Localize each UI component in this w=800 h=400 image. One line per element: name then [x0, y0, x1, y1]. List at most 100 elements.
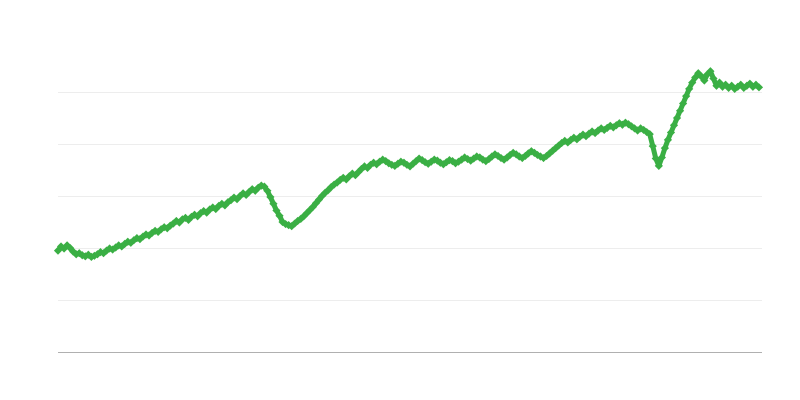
data-point — [688, 78, 697, 87]
data-point — [551, 144, 560, 153]
data-point — [675, 106, 685, 115]
data-point — [694, 69, 703, 78]
data-point — [536, 152, 545, 161]
data-point — [475, 153, 484, 162]
data-point — [469, 154, 478, 163]
data-point — [415, 154, 424, 163]
data-point — [457, 155, 466, 164]
data-point — [117, 242, 126, 251]
data-point — [254, 183, 263, 192]
data-point — [563, 138, 572, 147]
data-point — [669, 121, 679, 130]
data-point — [381, 157, 390, 166]
data-point — [657, 153, 666, 162]
data-point — [654, 161, 663, 170]
data-point — [603, 123, 612, 132]
data-point — [320, 188, 330, 197]
data-point — [503, 153, 512, 162]
data-point — [515, 152, 524, 161]
data-point — [651, 154, 660, 163]
data-point — [84, 250, 93, 259]
data-point — [645, 130, 654, 139]
data-point — [299, 212, 308, 221]
data-point — [402, 160, 412, 169]
data-point — [305, 205, 314, 215]
data-point — [339, 173, 348, 182]
data-point — [427, 157, 436, 166]
data-point — [639, 125, 648, 135]
data-point — [478, 155, 487, 164]
data-point — [715, 78, 724, 87]
data-point — [463, 154, 472, 164]
data-point — [727, 81, 736, 90]
data-point — [679, 99, 688, 108]
data-point — [278, 217, 287, 227]
data-point — [363, 163, 372, 173]
data-point — [390, 161, 399, 170]
data-point — [624, 120, 633, 129]
data-point — [454, 157, 463, 166]
data-point — [706, 67, 715, 76]
data-point — [648, 141, 657, 151]
data-point — [751, 80, 761, 89]
data-point — [712, 81, 721, 90]
data-point — [348, 169, 357, 178]
data-point — [354, 167, 363, 177]
data-point — [733, 82, 742, 91]
data-point — [269, 199, 278, 208]
data-point — [99, 249, 108, 258]
data-point — [691, 73, 700, 82]
data-point — [484, 154, 493, 164]
data-point — [575, 132, 585, 141]
data-point — [272, 206, 281, 215]
data-point — [709, 74, 718, 83]
data-point — [260, 182, 269, 191]
data-point — [754, 83, 764, 92]
data-point — [666, 128, 676, 137]
data-point — [251, 186, 260, 195]
price-markers-group — [53, 67, 764, 261]
data-point — [530, 148, 539, 157]
data-point — [436, 158, 445, 167]
data-point — [633, 126, 642, 135]
data-point — [700, 76, 709, 85]
data-point — [327, 183, 336, 192]
data-point — [578, 130, 588, 139]
data-point — [718, 82, 727, 91]
data-point — [663, 135, 673, 144]
data-point — [597, 124, 606, 133]
data-point — [721, 80, 730, 89]
data-point — [424, 159, 433, 168]
data-point — [569, 133, 578, 142]
data-point — [736, 80, 745, 89]
data-point — [314, 195, 324, 204]
data-point — [739, 83, 748, 92]
data-point — [481, 157, 490, 166]
data-point — [660, 144, 669, 153]
data-point — [66, 243, 75, 253]
data-point — [591, 128, 600, 138]
data-point — [308, 202, 317, 212]
data-point — [366, 160, 375, 169]
data-point — [630, 124, 639, 133]
data-point — [618, 120, 627, 129]
data-point — [275, 211, 284, 220]
data-point — [509, 148, 518, 157]
data-point — [263, 186, 272, 195]
data-point — [293, 216, 302, 226]
data-point — [342, 175, 351, 184]
data-point — [594, 126, 603, 135]
gridlines-group — [58, 92, 762, 301]
data-point — [682, 92, 691, 101]
data-point — [451, 159, 460, 168]
data-point — [442, 158, 451, 167]
price-series-group — [53, 67, 764, 261]
data-point — [496, 153, 506, 163]
data-point — [369, 158, 378, 167]
data-point — [375, 157, 384, 166]
data-point — [672, 113, 682, 123]
data-point — [542, 151, 551, 161]
data-point — [490, 150, 500, 159]
